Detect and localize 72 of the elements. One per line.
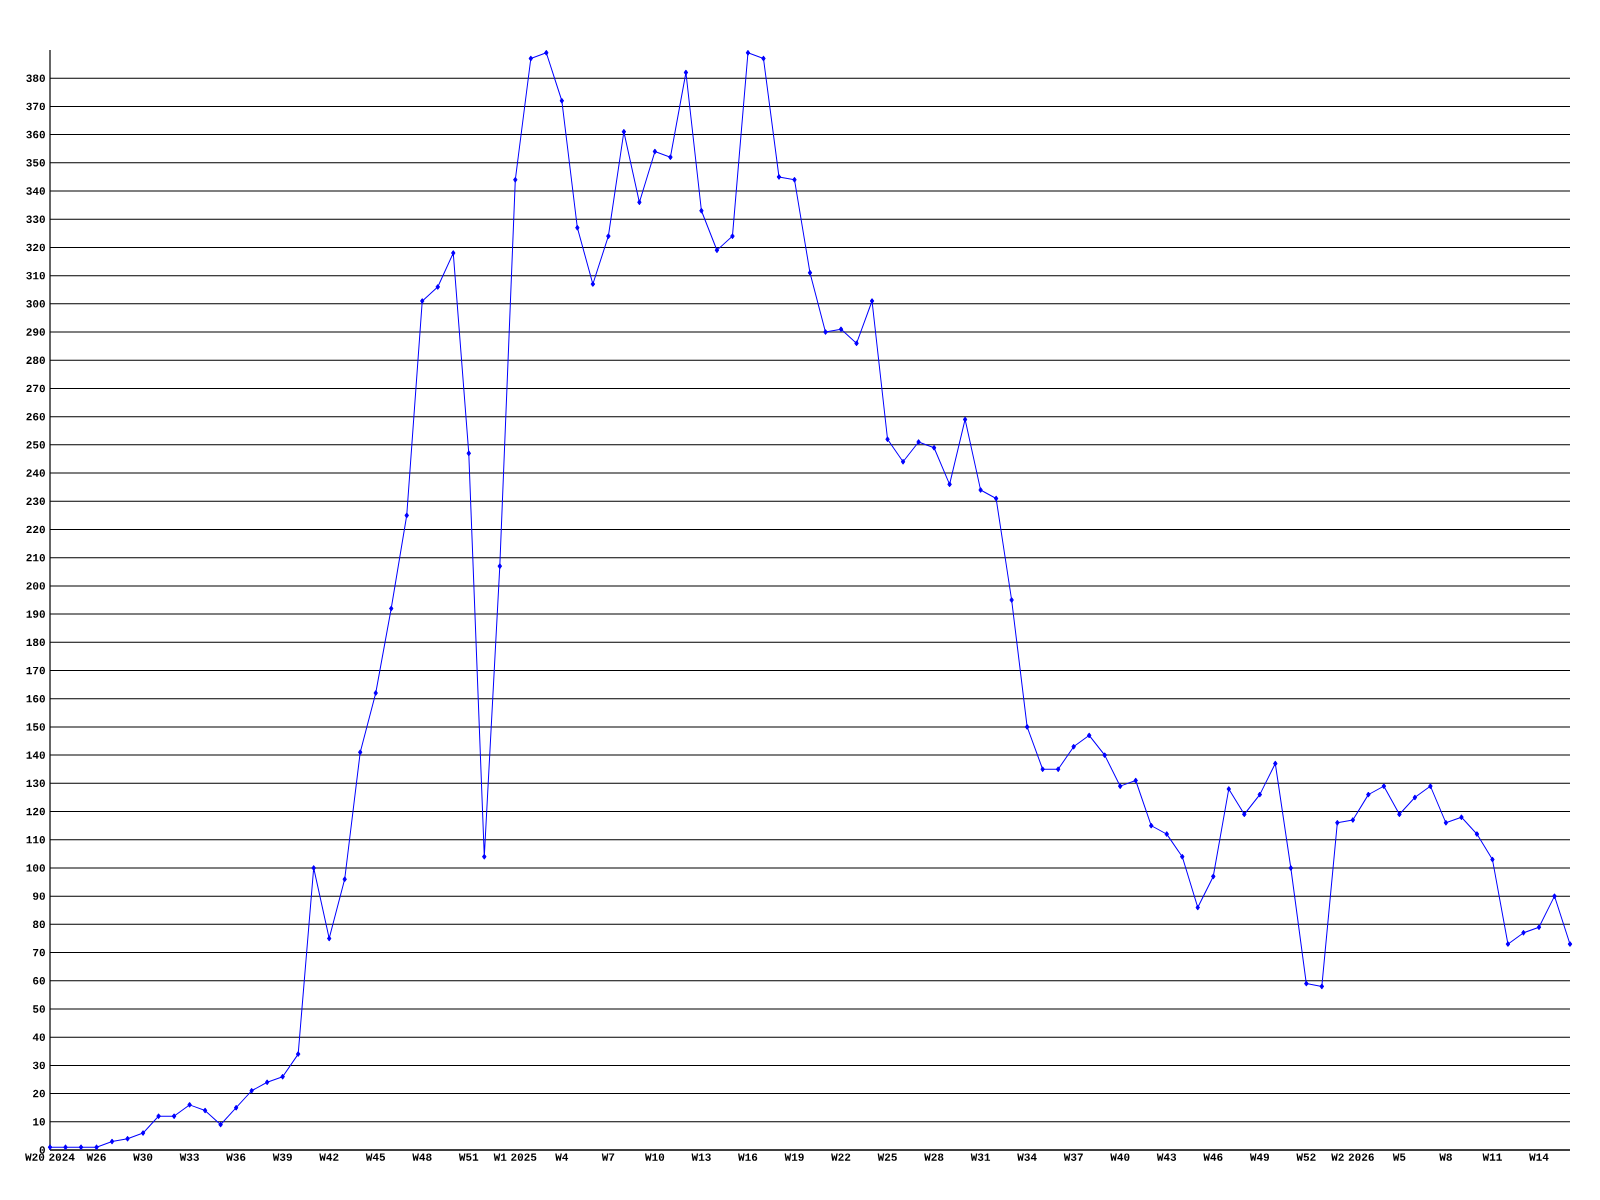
x-tick-label: W37	[1063, 1153, 1083, 1161]
x-tick-label: W14	[1529, 1153, 1549, 1161]
x-tick-label: W10	[645, 1153, 665, 1161]
x-tick-label: W30	[133, 1153, 153, 1161]
x-tick-label: W43	[1156, 1153, 1177, 1161]
y-tick-label: 370	[26, 102, 45, 111]
y-tick-label: 330	[26, 215, 45, 223]
x-tick-label: W2 2026	[1331, 1153, 1374, 1161]
y-tick-label: 310	[26, 271, 45, 280]
y-tick-label: 90	[33, 892, 45, 900]
y-tick-label: 220	[26, 525, 45, 534]
y-tick-label: 210	[26, 553, 45, 562]
y-tick-label: 0	[39, 1146, 45, 1154]
y-tick-label: 250	[26, 441, 45, 449]
x-tick-label: W33	[179, 1153, 199, 1161]
y-tick-label: 130	[26, 779, 45, 788]
y-tick-label: 70	[33, 948, 45, 957]
y-tick-label: 380	[26, 74, 45, 82]
x-tick-label: W52	[1296, 1153, 1316, 1161]
x-tick-label: W28	[924, 1153, 944, 1161]
x-tick-label: W51	[458, 1153, 479, 1161]
x-tick-label: W31	[970, 1153, 991, 1161]
y-tick-label: 170	[26, 666, 45, 675]
y-tick-label: 30	[32, 1061, 45, 1070]
x-tick-label: W40	[1110, 1153, 1130, 1161]
x-tick-label: W36	[226, 1153, 246, 1161]
x-tick-label: W20 2024	[25, 1153, 75, 1161]
y-tick-label: 180	[26, 638, 45, 647]
y-tick-label: 320	[26, 243, 45, 252]
y-tick-label: 300	[26, 300, 45, 308]
x-tick-label: W4	[555, 1153, 569, 1161]
y-tick-label: 100	[26, 864, 45, 872]
x-tick-label: W22	[831, 1153, 851, 1161]
x-tick-label: W25	[877, 1153, 897, 1161]
y-tick-label: 260	[26, 412, 45, 421]
y-tick-label: 40	[32, 1033, 45, 1041]
y-tick-label: 60	[33, 977, 45, 985]
y-tick-label: 230	[26, 497, 45, 506]
y-tick-label: 80	[33, 920, 45, 929]
x-tick-label: W16	[738, 1153, 758, 1161]
x-tick-label: W7	[601, 1153, 615, 1161]
y-tick-label: 270	[26, 384, 45, 393]
y-tick-label: 290	[26, 328, 45, 336]
y-tick-label: 240	[26, 469, 45, 477]
y-tick-label: 120	[26, 807, 45, 816]
y-tick-label: 190	[26, 610, 45, 618]
y-tick-label: 350	[26, 159, 45, 167]
y-tick-label: 340	[26, 187, 45, 195]
x-tick-label: W34	[1017, 1153, 1037, 1161]
x-tick-label: W26	[86, 1153, 106, 1161]
x-tick-label: W13	[691, 1153, 711, 1161]
y-tick-label: 110	[26, 836, 45, 844]
x-tick-label: W48	[412, 1153, 432, 1161]
y-tick-label: 160	[26, 694, 45, 703]
x-tick-label: W49	[1249, 1153, 1270, 1161]
x-tick-label: W11	[1482, 1153, 1502, 1161]
y-tick-label: 140	[26, 751, 45, 759]
x-tick-label: W46	[1203, 1153, 1223, 1161]
y-tick-label: 50	[32, 1005, 45, 1013]
x-tick-label: W19	[784, 1153, 804, 1161]
y-tick-label: 360	[26, 130, 45, 139]
y-tick-label: 200	[26, 582, 45, 590]
y-tick-label: 10	[33, 1118, 45, 1126]
x-tick-label: W42	[319, 1153, 339, 1161]
x-tick-label: W45	[365, 1153, 386, 1161]
y-tick-label: 280	[26, 356, 45, 364]
x-tick-label: W5	[1392, 1153, 1406, 1161]
y-tick-label: 150	[26, 723, 45, 731]
x-tick-label: W39	[272, 1153, 292, 1161]
y-tick-label: 20	[33, 1089, 45, 1098]
x-tick-label: W1 2025	[493, 1153, 537, 1161]
x-tick-label: W8	[1439, 1153, 1452, 1161]
